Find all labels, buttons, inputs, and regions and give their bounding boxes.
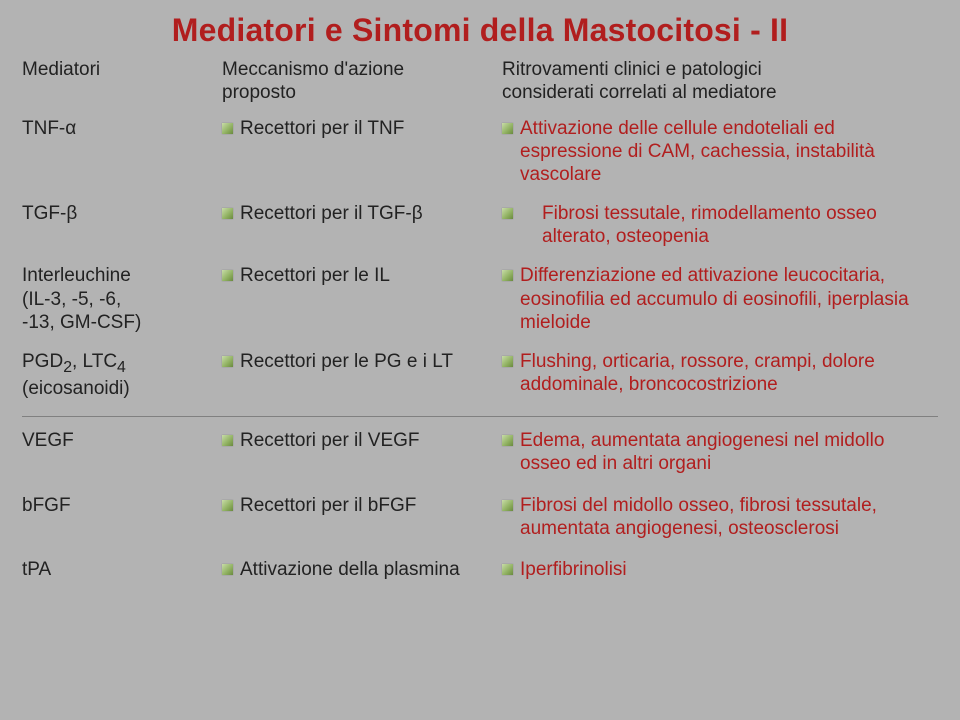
mechanism-cell: Recettori per il TGF-β	[222, 202, 502, 248]
mechanism-cell: Recettori per il TNF	[222, 117, 502, 187]
mechanism-text: Attivazione della plasmina	[240, 558, 492, 581]
mediator-label: tPA	[22, 558, 222, 581]
table-row: PGD2, LTC4 (eicosanoidi) Recettori per l…	[22, 350, 938, 400]
mediator-label: Interleuchine (IL-3, -5, -6, -13, GM-CSF…	[22, 264, 222, 334]
effect-cell: Edema, aumentata angiogenesi nel midollo…	[502, 429, 938, 475]
table-row: bFGF Recettori per il bFGF Fibrosi del m…	[22, 494, 938, 540]
bullet-icon	[222, 429, 240, 475]
effect-cell: Attivazione delle cellule endoteliali ed…	[502, 117, 938, 187]
mechanism-text: Recettori per le PG e i LT	[240, 350, 492, 400]
section-divider	[22, 416, 938, 417]
effect-text: Flushing, orticaria, rossore, crampi, do…	[520, 350, 938, 400]
effect-cell: Fibrosi del midollo osseo, fibrosi tessu…	[502, 494, 938, 540]
effect-cell: Differenziazione ed attivazione leucocit…	[502, 264, 938, 334]
header-meccanismo: Meccanismo d'azione proposto	[222, 59, 502, 105]
header-mediatori: Mediatori	[22, 59, 222, 105]
header-ritrovamenti: Ritrovamenti clinici e patologici consid…	[502, 59, 938, 105]
table-row: TGF-β Recettori per il TGF-β Fibrosi tes…	[22, 202, 938, 248]
mediator-label: TGF-β	[22, 202, 222, 248]
slide: Mediatori e Sintomi della Mastocitosi - …	[0, 0, 960, 720]
mechanism-cell: Attivazione della plasmina	[222, 558, 502, 581]
effect-text: Attivazione delle cellule endoteliali ed…	[520, 117, 938, 187]
slide-title: Mediatori e Sintomi della Mastocitosi - …	[22, 12, 938, 49]
bullet-icon	[502, 429, 520, 475]
effect-text: Fibrosi tessutale, rimodellamento osseo …	[520, 202, 938, 248]
mechanism-cell: Recettori per le IL	[222, 264, 502, 334]
section-bottom: VEGF Recettori per il VEGF Edema, aument…	[22, 429, 938, 581]
mediator-label: VEGF	[22, 429, 222, 475]
mediator-label: bFGF	[22, 494, 222, 540]
mechanism-text: Recettori per le IL	[240, 264, 492, 334]
effect-cell: Iperfibrinolisi	[502, 558, 938, 581]
table-row: Interleuchine (IL-3, -5, -6, -13, GM-CSF…	[22, 264, 938, 334]
effect-text: Fibrosi del midollo osseo, fibrosi tessu…	[520, 494, 938, 540]
bullet-icon	[222, 264, 240, 334]
mediator-label: PGD2, LTC4 (eicosanoidi)	[22, 350, 222, 400]
table-row: tPA Attivazione della plasmina Iperfibri…	[22, 558, 938, 581]
effect-text: Edema, aumentata angiogenesi nel midollo…	[520, 429, 938, 475]
table-row: VEGF Recettori per il VEGF Edema, aument…	[22, 429, 938, 475]
bullet-icon	[222, 494, 240, 540]
bullet-icon	[502, 117, 520, 187]
bullet-icon	[502, 350, 520, 400]
mechanism-cell: Recettori per le PG e i LT	[222, 350, 502, 400]
bullet-icon	[502, 202, 520, 248]
mechanism-text: Recettori per il TGF-β	[240, 202, 492, 248]
bullet-icon	[222, 202, 240, 248]
mechanism-cell: Recettori per il VEGF	[222, 429, 502, 475]
effect-cell: Fibrosi tessutale, rimodellamento osseo …	[502, 202, 938, 248]
table-row: TNF-α Recettori per il TNF Attivazione d…	[22, 117, 938, 187]
bullet-icon	[222, 350, 240, 400]
mechanism-text: Recettori per il TNF	[240, 117, 492, 187]
mediator-label: TNF-α	[22, 117, 222, 187]
mechanism-cell: Recettori per il bFGF	[222, 494, 502, 540]
bullet-icon	[502, 558, 520, 581]
bullet-icon	[502, 264, 520, 334]
bullet-icon	[222, 558, 240, 581]
bullet-icon	[222, 117, 240, 187]
mechanism-text: Recettori per il bFGF	[240, 494, 492, 540]
effect-cell: Flushing, orticaria, rossore, crampi, do…	[502, 350, 938, 400]
section-top: TNF-α Recettori per il TNF Attivazione d…	[22, 117, 938, 401]
mechanism-text: Recettori per il VEGF	[240, 429, 492, 475]
column-headers: Mediatori Meccanismo d'azione proposto R…	[22, 59, 938, 105]
effect-text: Iperfibrinolisi	[520, 558, 938, 581]
effect-text: Differenziazione ed attivazione leucocit…	[520, 264, 938, 334]
bullet-icon	[502, 494, 520, 540]
